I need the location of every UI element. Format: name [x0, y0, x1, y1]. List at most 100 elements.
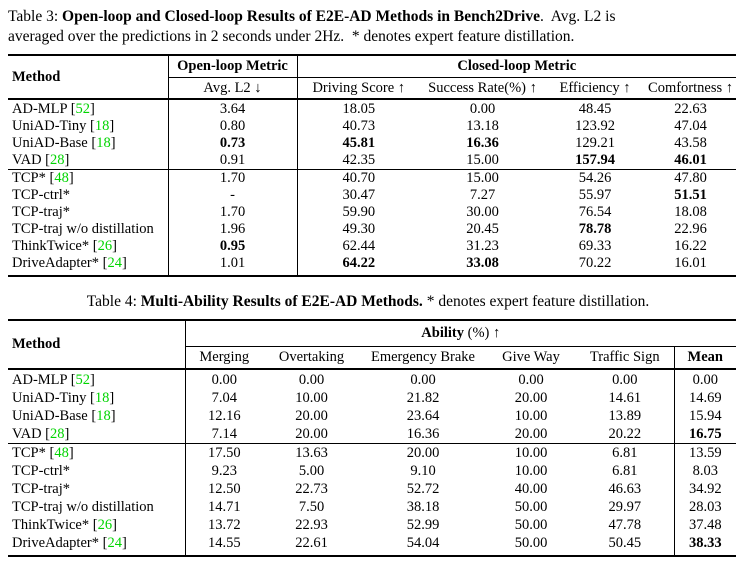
value-cell: 37.48: [688, 516, 722, 533]
value-cell: 40.70: [297, 169, 420, 187]
table4-method-header: Method: [8, 319, 186, 370]
value-cell: 0.00: [410, 371, 436, 388]
method-cell: DriveAdapter* [24]: [8, 533, 186, 556]
value-cell: 10.00: [514, 407, 548, 424]
value-cell: 13.89: [576, 406, 675, 425]
value-cell: 20.45: [466, 221, 499, 237]
citation-ref[interactable]: 18: [94, 389, 110, 406]
method-cell: TCP-ctrl*: [8, 187, 169, 204]
table-row: TCP-traj* 12.50 22.73 52.72 40.00 46.63 34.92: [8, 479, 736, 498]
value-cell: 12.16: [207, 407, 241, 424]
table3-caption-title: Open-loop and Closed-loop Results of E2E…: [62, 8, 540, 25]
value-cell: 21.82: [406, 389, 440, 406]
table3-col-driving-score: Driving Score ↑: [297, 77, 420, 100]
value-cell: 16.75: [688, 425, 722, 442]
method-cell: UniAD-Base [18]: [8, 406, 186, 425]
table4-caption-tail: * denotes expert feature distillation.: [422, 293, 650, 310]
table4-col-give-way: Give Way: [486, 346, 576, 370]
table3-method-header: Method: [8, 55, 169, 100]
citation-ref[interactable]: 28: [50, 425, 65, 442]
method-cell: ThinkTwice* [26]: [8, 238, 169, 255]
table-row: UniAD-Tiny [18] 0.80 40.73 13.18 123.92 47.04: [8, 118, 736, 135]
value-cell: 30.00: [466, 204, 499, 220]
value-cell: 33.08: [466, 255, 499, 271]
method-cell: TCP-traj w/o distillation: [8, 497, 186, 516]
citation-ref[interactable]: 24: [107, 534, 122, 551]
citation-ref[interactable]: 26: [97, 516, 113, 533]
citation-ref[interactable]: 18: [96, 135, 111, 151]
value-cell: 8.03: [692, 462, 718, 479]
value-cell: 10.00: [514, 462, 548, 479]
table3-col-success-rate: Success Rate(%) ↑: [420, 77, 545, 100]
value-cell: 0.00: [576, 368, 675, 389]
table4-caption-prefix: Table 4:: [86, 293, 137, 310]
value-cell: 40.73: [342, 118, 376, 134]
value-cell: 0.00: [518, 371, 544, 388]
value-cell: 76.54: [578, 204, 612, 220]
value-cell: 0.00: [298, 371, 325, 388]
value-cell: 6.81: [576, 442, 675, 462]
value-cell: 16.22: [674, 238, 707, 254]
value-cell: 29.97: [576, 497, 675, 516]
table-row: VAD [28] 0.91 42.35 15.00 157.94 46.01: [8, 152, 736, 170]
value-cell: 30.47: [342, 187, 376, 203]
value-cell: 46.01: [674, 152, 707, 168]
value-cell: 47.78: [576, 515, 675, 534]
citation-ref[interactable]: 26: [97, 238, 113, 254]
method-cell: UniAD-Base [18]: [8, 135, 169, 152]
table4-ability-unit: (%) ↑: [464, 324, 501, 341]
method-cell: TCP* [48]: [8, 442, 186, 462]
value-cell: 14.69: [688, 389, 722, 406]
value-cell: 15.00: [466, 152, 499, 168]
method-cell: TCP-ctrl*: [8, 461, 186, 480]
value-cell: 42.35: [342, 152, 376, 168]
value-cell: 20.22: [576, 424, 675, 443]
table-row: ThinkTwice* [26] 13.72 22.93 52.99 50.00 47.7…: [8, 515, 736, 534]
table3-body: AD-MLP [52] 3.64 18.05 0.00 48.45 22.63 UniAD-…: [8, 99, 736, 276]
value-cell: 50.45: [576, 533, 675, 556]
citation-ref[interactable]: 48: [54, 170, 69, 186]
method-cell: AD-MLP [52]: [8, 368, 186, 389]
value-cell: 46.63: [576, 479, 675, 498]
value-cell: 15.00: [420, 169, 545, 187]
value-cell: 14.55: [207, 534, 241, 551]
value-cell: 13.18: [466, 118, 499, 134]
table3-caption-tail1: . Avg. L2 is: [539, 8, 616, 25]
value-cell: 62.44: [342, 238, 376, 254]
value-cell: 55.97: [578, 187, 612, 203]
citation-ref[interactable]: 52: [75, 371, 91, 388]
citation-ref[interactable]: 18: [96, 407, 111, 424]
value-cell: 16.36: [466, 135, 499, 151]
citation-ref[interactable]: 48: [54, 444, 69, 461]
table-row: AD-MLP [52] 0.00 0.00 0.00 0.00 0.00 0.00: [8, 368, 736, 389]
value-cell: 38.18: [406, 498, 440, 515]
value-cell: 70.22: [578, 255, 612, 271]
table-row: UniAD-Tiny [18] 7.04 10.00 21.82 20.00 14.61 1…: [8, 388, 736, 407]
value-cell: 50.00: [514, 534, 548, 551]
value-cell: 52.72: [406, 480, 440, 497]
value-cell: 16.36: [406, 425, 440, 442]
method-cell: VAD [28]: [8, 152, 169, 170]
value-cell: 10.00: [295, 389, 328, 406]
citation-ref[interactable]: 18: [94, 118, 110, 134]
value-cell: 1.70: [168, 169, 298, 187]
value-cell: 47.04: [674, 118, 707, 134]
value-cell: 129.21: [575, 135, 615, 151]
value-cell: 52.99: [406, 516, 440, 533]
value-cell: 7.14: [211, 425, 237, 442]
citation-ref[interactable]: 52: [75, 101, 91, 117]
value-cell: 7.27: [469, 187, 496, 203]
value-cell: 13.59: [674, 442, 736, 462]
table-row: DriveAdapter* [24] 14.55 22.61 54.04 50.00 50…: [8, 533, 736, 556]
method-cell: TCP-traj*: [8, 479, 186, 498]
value-cell: 31.23: [466, 238, 499, 254]
table-row: DriveAdapter* [24] 1.01 64.22 33.08 70.22 16.…: [8, 255, 736, 276]
value-cell: 54.26: [545, 169, 645, 187]
citation-ref[interactable]: 24: [107, 255, 122, 271]
method-cell: TCP* [48]: [8, 169, 169, 187]
citation-ref[interactable]: 28: [50, 152, 65, 168]
value-cell: 20.00: [360, 442, 486, 462]
value-cell: 51.51: [674, 187, 707, 203]
table4-col-mean: Mean: [674, 346, 736, 370]
